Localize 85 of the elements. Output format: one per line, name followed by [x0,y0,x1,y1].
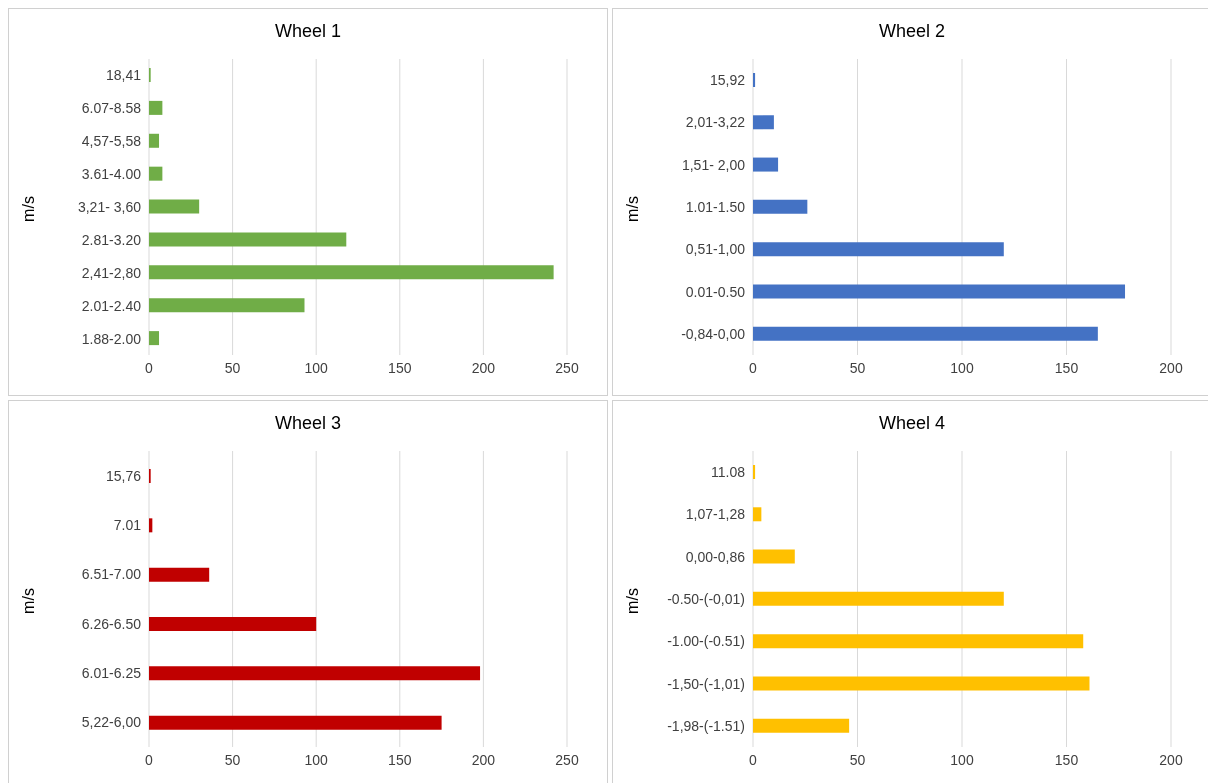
y-tick-label: 6.26-6.50 [81,615,142,632]
bar [149,666,481,681]
bar [149,331,160,346]
y-tick-label: 15,76 [105,467,142,484]
y-tick-label: 18,41 [105,67,142,84]
x-tick-label: 0 [145,359,154,376]
bar [149,567,210,582]
y-tick-label: 1,51- 2,00 [681,156,746,173]
x-tick-label: 50 [849,751,866,768]
bar [753,326,1098,341]
bar [753,284,1126,299]
chart-title: Wheel 2 [877,21,946,42]
bar [753,157,779,172]
x-tick-label: 200 [1159,359,1183,376]
y-tick-label: 7.01 [113,516,142,533]
y-tick-label: 6.51-7.00 [81,566,142,583]
bar [149,232,347,247]
chart-title: Wheel 4 [877,413,946,434]
bar [149,265,554,280]
x-tick-label: 150 [388,751,412,768]
x-tick-label: 0 [145,751,154,768]
y-tick-label: -0,84-0,00 [681,325,746,342]
y-tick-label: 6.07-8.58 [81,100,142,117]
y-tick-label: 0,00-0,86 [685,548,746,565]
y-tick-label: -0.50-(-0,01) [667,590,745,607]
y-tick-label: 1.88-2.00 [81,330,142,347]
bar [149,100,163,115]
x-tick-label: 200 [471,751,496,768]
bar [149,715,442,730]
bar [753,676,1090,691]
bar [149,617,317,631]
y-tick-label: 3,21- 3,60 [77,198,142,215]
bar [149,133,160,148]
bar [149,298,305,313]
y-axis-title: m/s [20,588,38,614]
chart-title: Wheel 1 [273,21,342,42]
x-tick-label: 250 [555,751,579,768]
bar [753,115,774,130]
bar [753,465,756,479]
y-tick-label: 0.01-0.50 [685,283,746,300]
y-tick-label: 15,92 [709,72,746,89]
bar [753,73,756,87]
x-tick-label: 150 [388,359,412,376]
y-tick-label: 1,07-1,28 [685,506,746,523]
bar [149,199,200,214]
x-tick-label: 100 [950,359,974,376]
y-axis-title: m/s [20,196,38,222]
y-axis-title: m/s [624,588,642,614]
y-tick-label: 5,22-6,00 [81,714,142,731]
x-tick-label: 100 [304,359,329,376]
bar [753,242,1004,257]
y-tick-label: 11.08 [711,464,746,481]
x-tick-label: 50 [224,751,241,768]
y-tick-label: 2,01-3,22 [685,114,746,131]
y-tick-label: 4,57-5,58 [81,133,142,150]
x-tick-label: 100 [950,751,974,768]
y-axis-title: m/s [624,196,642,222]
x-tick-label: 150 [1054,751,1079,768]
y-tick-label: 2.81-3.20 [81,231,142,248]
x-tick-label: 250 [555,359,579,376]
y-tick-label: -1.00-(-0.51) [667,633,745,650]
bar [753,591,1004,606]
x-tick-label: 0 [749,751,758,768]
y-tick-label: -1,50-(-1,01) [667,675,745,692]
x-tick-label: 100 [304,751,329,768]
bar [753,549,795,564]
y-tick-label: 6.01-6.25 [81,664,142,681]
bar [753,718,850,733]
chart-title: Wheel 3 [273,413,342,434]
x-tick-label: 0 [749,359,758,376]
bar [753,199,808,214]
x-tick-label: 200 [471,359,496,376]
bar [753,634,1084,649]
x-tick-label: 150 [1054,359,1079,376]
y-tick-label: 1.01-1.50 [685,198,746,215]
y-tick-label: -1,98-(-1.51) [667,717,745,734]
x-tick-label: 50 [224,359,241,376]
y-tick-label: 0,51-1,00 [685,241,746,258]
y-tick-label: 2.01-2.40 [81,297,142,314]
y-tick-label: 3.61-4.00 [81,166,142,183]
x-tick-label: 200 [1159,751,1183,768]
bar [149,166,163,181]
y-tick-label: 2,41-2,80 [81,264,142,281]
x-tick-label: 50 [849,359,866,376]
bar [753,507,762,522]
